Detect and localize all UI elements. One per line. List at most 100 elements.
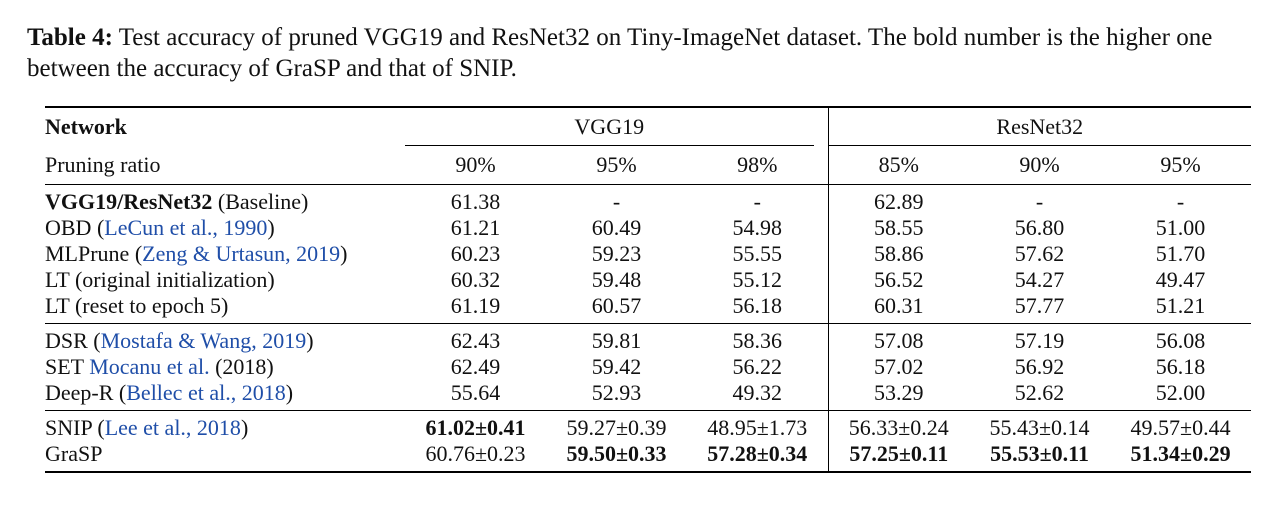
table-row: MLPrune (Zeng & Urtasun, 2019) 60.23 59.23… (45, 241, 1251, 267)
accuracy-cell: 56.33±0.24 (827, 410, 970, 441)
accuracy-cell: 55.64 (450, 380, 501, 405)
method-name: OBD ( (45, 215, 105, 240)
accuracy-cell: 60.23 (450, 241, 501, 266)
method-name: DSR ( (45, 328, 101, 353)
accuracy-cell: 51.21 (1155, 293, 1206, 318)
method-name: Deep-R ( (45, 380, 127, 405)
accuracy-cell: - (969, 184, 1111, 215)
accuracy-cell: 57.08 (827, 323, 970, 354)
accuracy-cell: 56.52 (827, 267, 970, 293)
accuracy-cell: 51.70 (1155, 241, 1206, 266)
accuracy-cell: 57.62 (1014, 241, 1065, 266)
accuracy-cell: 60.57 (591, 293, 642, 318)
accuracy-cell: 57.19 (969, 323, 1111, 354)
accuracy-cell: 59.81 (546, 323, 687, 354)
accuracy-cell: 53.29 (827, 380, 970, 411)
method-name-cell: VGG19/ResNet32 (Baseline) (45, 184, 405, 215)
accuracy-cell: 52.62 (1014, 380, 1065, 405)
method-name-cell: LT (original initialization) (45, 267, 405, 293)
accuracy-cell: 56.18 (732, 293, 783, 318)
pruning-ratio-label: Pruning ratio (45, 152, 161, 177)
accuracy-cell: 55.12 (732, 267, 783, 292)
accuracy-cell: 49.57±0.44 (1110, 410, 1252, 441)
method-name: LT (reset to epoch 5) (45, 293, 229, 318)
accuracy-cell: 55.53±0.11 (969, 441, 1111, 473)
group-resnet32-cell: ResNet32 (827, 106, 1252, 146)
network-header: Network (45, 106, 405, 146)
method-name: (Baseline) (212, 189, 309, 214)
accuracy-cell: 56.92 (1014, 354, 1065, 379)
method-name-suffix: ) (267, 215, 275, 240)
table-row: GraSP 60.76±0.23 59.50±0.33 57.28±0.34 57.25… (45, 441, 1252, 473)
accuracy-cell: 57.28±0.34 (687, 441, 829, 473)
table-row: SET Mocanu et al. (2018) 62.49 59.42 56.22 5… (45, 354, 1251, 380)
citation-link[interactable]: LeCun et al., 1990 (104, 215, 268, 240)
accuracy-cell: 60.31 (827, 293, 970, 324)
ratio-header: 90% (1019, 152, 1060, 177)
method-name: SNIP ( (45, 415, 105, 440)
results-table-wrap: Network VGG19 ResNet32 Pruning ratio 90%… (45, 106, 1252, 473)
accuracy-cell: 56.08 (1110, 323, 1252, 354)
accuracy-cell: 62.89 (827, 184, 970, 215)
method-name-cell: OBD (LeCun et al., 1990) (45, 215, 405, 241)
method-name-suffix: ) (240, 415, 249, 440)
table-caption: Table 4: Test accuracy of pruned VGG19 a… (27, 22, 1262, 84)
accuracy-cell: 61.21 (450, 215, 501, 240)
results-table: Network VGG19 ResNet32 Pruning ratio 90%… (45, 106, 1252, 473)
caption-text: Test accuracy of pruned VGG19 and ResNet… (27, 24, 1213, 82)
accuracy-cell: 57.77 (1014, 293, 1065, 318)
citation-link[interactable]: Lee et al., 2018 (104, 415, 241, 440)
accuracy-cell: 52.93 (591, 380, 642, 405)
accuracy-cell: 58.36 (687, 323, 829, 354)
accuracy-cell: 54.27 (1014, 267, 1065, 292)
caption-label: Table 4: (27, 24, 113, 51)
accuracy-cell: 57.25±0.11 (827, 441, 970, 473)
method-name-suffix: ) (340, 241, 348, 266)
ratio-header: 85% (827, 146, 970, 185)
accuracy-cell: 61.38 (405, 184, 546, 215)
group-header-vgg19: VGG19 (405, 109, 814, 146)
accuracy-cell: 55.43±0.14 (969, 410, 1111, 441)
accuracy-cell: 59.42 (591, 354, 642, 379)
table-row: LT (reset to epoch 5) 61.19 60.57 56.18 60.3… (45, 293, 1251, 324)
accuracy-cell: 61.02±0.41 (405, 410, 546, 441)
table-row: VGG19/ResNet32 (Baseline) 61.38- -62.89- - (45, 184, 1252, 215)
accuracy-cell: 56.22 (732, 354, 783, 379)
accuracy-cell: 55.55 (732, 241, 783, 266)
citation-link[interactable]: Mostafa & Wang, 2019 (100, 328, 307, 353)
accuracy-cell: - (687, 184, 829, 215)
citation-link[interactable]: Bellec et al., 2018 (126, 380, 286, 405)
citation-link[interactable]: Zeng & Urtasun, 2019 (142, 241, 341, 266)
accuracy-cell: 51.34±0.29 (1110, 441, 1252, 473)
accuracy-cell: 58.86 (827, 241, 970, 267)
method-name-suffix: (2018) (209, 354, 274, 379)
group-vgg19-cell: VGG19 (405, 106, 829, 146)
method-name-cell: LT (reset to epoch 5) (45, 293, 405, 324)
accuracy-cell: 59.48 (591, 267, 642, 292)
method-name-cell: DSR (Mostafa & Wang, 2019) (45, 323, 405, 354)
accuracy-cell: 49.47 (1155, 267, 1206, 292)
accuracy-cell: - (1110, 184, 1252, 215)
accuracy-cell: 62.43 (405, 323, 546, 354)
ratio-header: 95% (1160, 152, 1201, 177)
method-name-cell: MLPrune (Zeng & Urtasun, 2019) (45, 241, 405, 267)
citation-link[interactable]: Mocanu et al. (89, 354, 210, 379)
accuracy-cell: 59.23 (591, 241, 642, 266)
method-name: GraSP (45, 441, 103, 466)
table-row: SNIP (Lee et al., 2018) 61.02±0.41 59.27±0… (45, 410, 1252, 441)
accuracy-cell: 54.98 (732, 215, 783, 240)
accuracy-cell: - (546, 184, 687, 215)
method-name-cell: Deep-R (Bellec et al., 2018) (45, 380, 405, 411)
accuracy-cell: 60.76±0.23 (405, 441, 546, 473)
method-name-cell: SET Mocanu et al. (2018) (45, 354, 405, 380)
accuracy-cell: 51.00 (1155, 215, 1206, 240)
method-name: SET (45, 354, 90, 379)
accuracy-cell: 56.80 (1014, 215, 1065, 240)
table-row: DSR (Mostafa & Wang, 2019) 62.43 59.81 58.3… (45, 323, 1252, 354)
method-name-cell: SNIP (Lee et al., 2018) (45, 410, 405, 441)
method-name-bold: VGG19/ResNet32 (45, 189, 213, 214)
accuracy-cell: 60.32 (450, 267, 501, 292)
method-name-suffix: ) (306, 328, 314, 353)
accuracy-cell: 49.32 (732, 380, 783, 405)
ratio-header: 95% (596, 152, 637, 177)
